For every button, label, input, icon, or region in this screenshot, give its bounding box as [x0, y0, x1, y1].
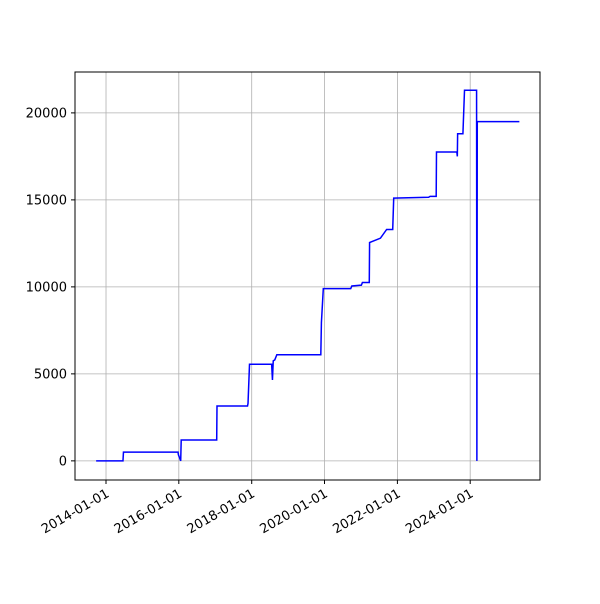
plot-frame [74, 71, 541, 481]
x-tick-label: 2022-01-01 [330, 486, 403, 537]
x-tick-label: 2024-01-01 [403, 486, 476, 537]
x-tick-label: 2016-01-01 [112, 486, 185, 537]
x-tick-label: 2014-01-01 [39, 486, 112, 537]
y-tick-label: 20000 [26, 106, 67, 121]
y-tick-label: 15000 [26, 193, 67, 208]
x-tick-label: 2018-01-01 [185, 486, 258, 537]
x-tick-label: 2020-01-01 [258, 486, 331, 537]
y-tick-label: 0 [59, 454, 67, 469]
data-line [96, 89, 520, 462]
y-tick-label: 5000 [34, 367, 67, 382]
y-tick-label: 10000 [26, 280, 67, 295]
